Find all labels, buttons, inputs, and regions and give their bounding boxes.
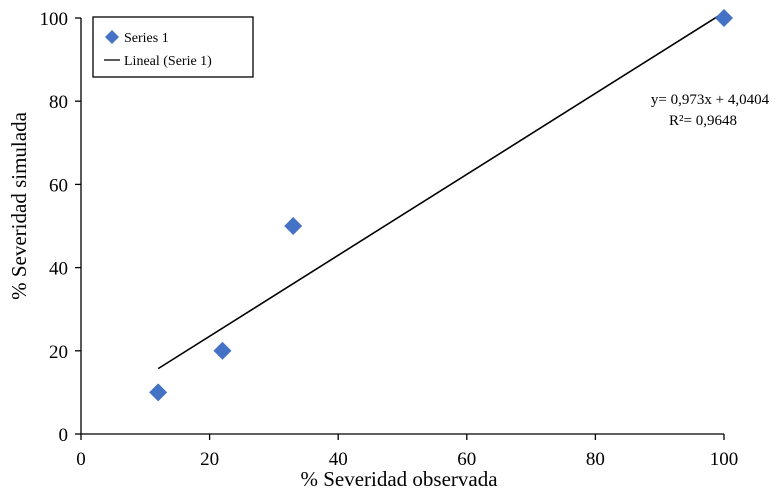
legend: Series 1 Lineal (Serie 1) [92, 16, 254, 78]
legend-label-series-1: Series 1 [124, 31, 169, 46]
x-tick-label: 100 [710, 449, 739, 470]
y-tick-label: 0 [59, 425, 69, 446]
y-tick-label: 20 [49, 342, 68, 363]
trendline [157, 11, 725, 370]
data-point [149, 383, 168, 402]
x-tick-label: 0 [76, 449, 86, 470]
y-tick-label: 100 [40, 9, 69, 30]
data-point [213, 341, 232, 360]
x-tick-label: 80 [586, 449, 605, 470]
y-tick-label: 40 [49, 259, 68, 280]
legend-box [92, 16, 254, 78]
r-squared-value: R²= 0,9648 [669, 113, 737, 129]
x-tick-label: 40 [329, 449, 348, 470]
y-axis-title: % Severidad simulada [7, 111, 31, 299]
x-tick-label: 20 [200, 449, 219, 470]
y-tick-label: 80 [49, 92, 68, 113]
x-tick-label: 60 [457, 449, 476, 470]
data-point [715, 9, 733, 27]
data-point [284, 217, 303, 235]
legend-label-trendline: Lineal (Serie 1) [124, 54, 212, 69]
x-axis-ticks: 0 20 40 60 80 100 [76, 434, 738, 470]
y-tick-label: 60 [49, 175, 68, 196]
x-axis-title: % Severidad observada [300, 467, 498, 491]
legend-marker-series-1 [105, 30, 119, 44]
data-points [149, 9, 733, 402]
trendline-equation: y= 0,973x + 4,0404 [651, 92, 770, 108]
y-axis-ticks: 0 20 40 60 80 100 [40, 9, 81, 446]
